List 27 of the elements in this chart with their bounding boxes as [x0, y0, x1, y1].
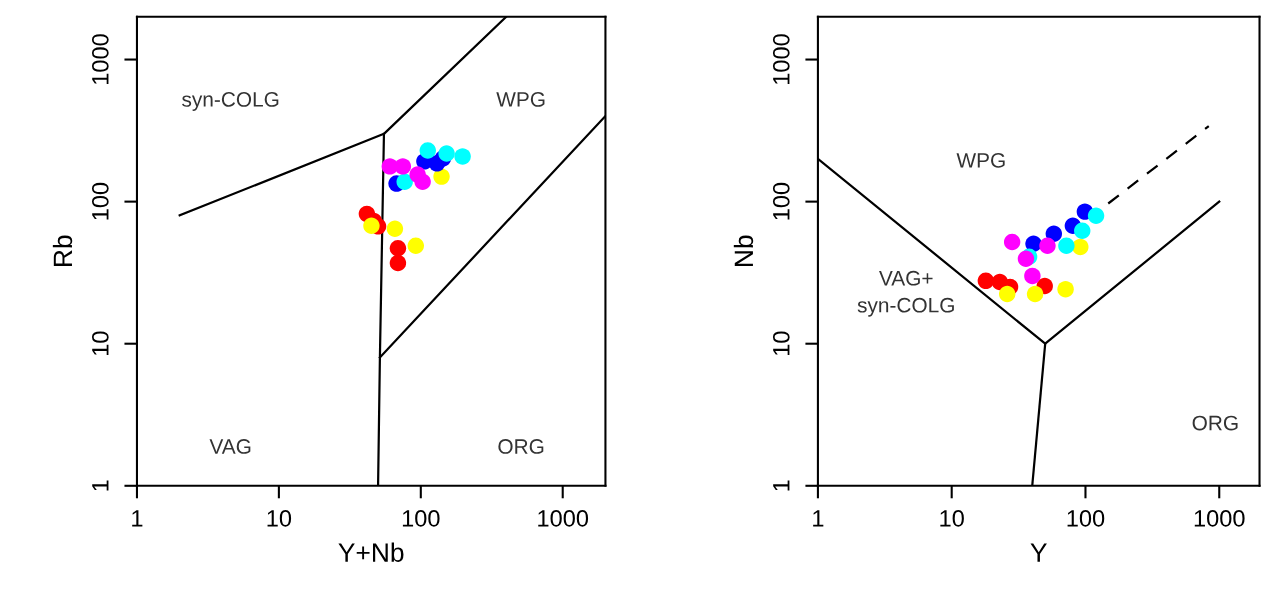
y-tick-label: 10 — [91, 331, 109, 356]
y-tick-label: 100 — [91, 182, 109, 220]
y-tick-label: 1 — [92, 480, 109, 491]
y-tick-label: 1000 — [772, 34, 790, 84]
x-tick-label: 100 — [1067, 510, 1105, 527]
annotation: VAG+ syn-COLG — [857, 270, 954, 317]
y-tick-label: 10 — [772, 331, 790, 356]
annotation: WPG — [956, 153, 1005, 168]
y-axis-title: Rb — [52, 235, 73, 266]
annotation: syn-COLG — [182, 92, 279, 111]
y-tick-label: 1 — [773, 480, 790, 491]
x-tick-label: 10 — [940, 510, 964, 527]
y-tick-label: 100 — [772, 182, 790, 220]
x-tick-label: 1 — [132, 510, 143, 527]
annotation: ORG — [1192, 415, 1238, 431]
x-axis-title: Y+Nb — [338, 542, 404, 562]
y-axis-title: Nb — [733, 235, 754, 266]
x-tick-label: 1 — [813, 510, 824, 527]
annotation: WPG — [496, 92, 545, 107]
annotation: ORG — [498, 439, 544, 454]
x-tick-label: 1000 — [538, 510, 589, 527]
x-axis-title: Y — [1030, 543, 1047, 562]
y-tick-label: 1000 — [91, 34, 109, 84]
x-tick-label: 100 — [402, 510, 440, 527]
annotation: VAG — [209, 439, 251, 454]
x-tick-label: 10 — [267, 510, 292, 527]
x-tick-label: 1000 — [1194, 510, 1245, 527]
